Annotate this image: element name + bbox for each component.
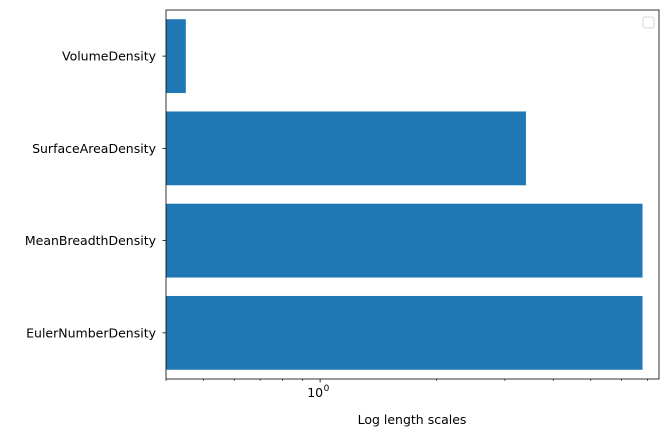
bar-surface-area-density — [166, 111, 526, 186]
x-tick-label-base: 10 — [307, 385, 323, 400]
bars — [166, 19, 643, 370]
x-ticks: 10 0 — [165, 379, 648, 400]
bar-mean-breadth-density — [166, 203, 643, 278]
category-labels: VolumeDensity SurfaceAreaDensity MeanBread… — [25, 49, 157, 341]
legend-box — [642, 16, 655, 29]
bar-volume-density — [166, 19, 186, 94]
category-label-surface-area-density: SurfaceAreaDensity — [32, 141, 157, 156]
x-tick-label-exponent: 0 — [324, 384, 330, 394]
category-label-mean-breadth-density: MeanBreadthDensity — [25, 233, 157, 248]
plot-frame — [165, 9, 660, 380]
y-ticks — [162, 55, 166, 334]
category-label-volume-density: VolumeDensity — [62, 49, 157, 64]
x-axis-label: Log length scales — [358, 412, 467, 427]
category-label-euler-number-density: EulerNumberDensity — [26, 325, 156, 340]
bar-euler-number-density — [166, 295, 643, 370]
